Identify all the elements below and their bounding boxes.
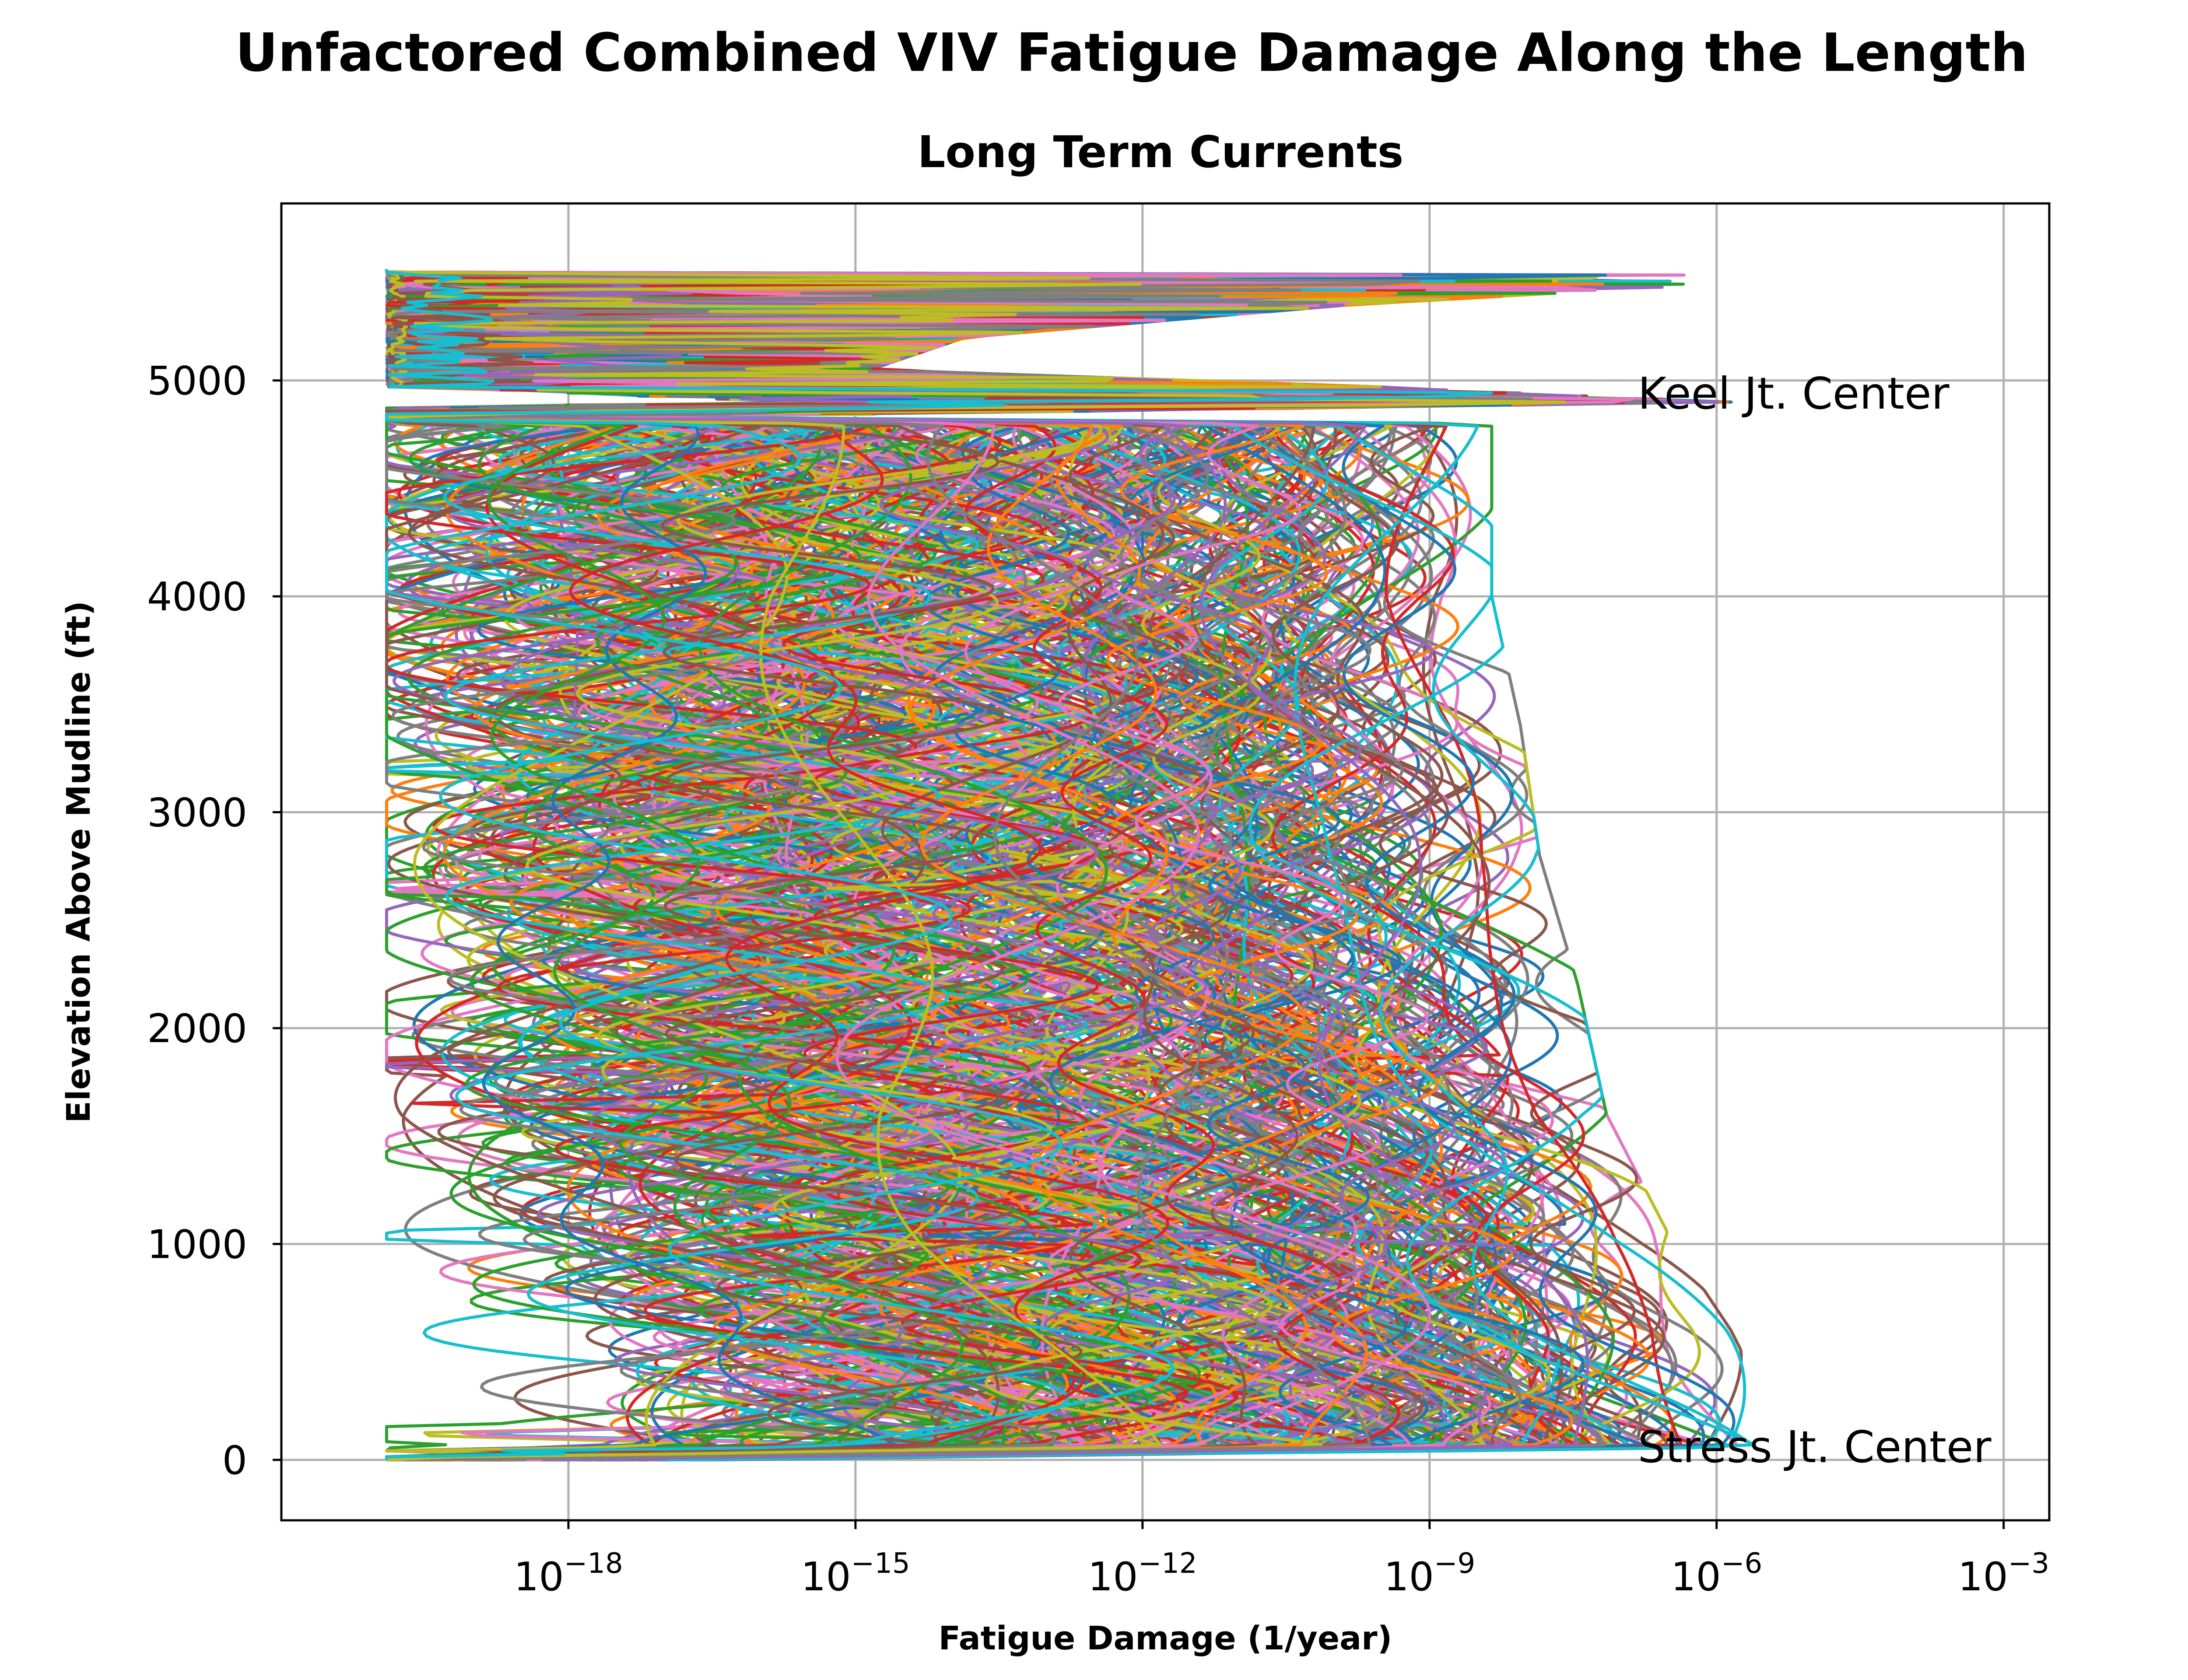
series-line-394 (385, 269, 1589, 1462)
series-line-372 (385, 269, 1534, 1462)
series-line-197 (385, 269, 1602, 1462)
series-line-384 (385, 269, 1720, 1462)
y-axis-label: Elevation Above Mudline (ft) (60, 601, 98, 1123)
series-line-396 (385, 269, 1549, 1462)
series-line-347 (385, 269, 1513, 1462)
data-series (385, 269, 1756, 1462)
series-line-368 (385, 269, 1534, 1462)
series-line-412 (385, 269, 1581, 1460)
series-line-395 (385, 269, 1424, 1462)
series-line-390 (385, 269, 1585, 1462)
chart-title: Unfactored Combined VIV Fatigue Damage A… (235, 23, 2028, 84)
series-line-413 (385, 269, 1625, 1462)
series-line-418 (385, 269, 1566, 1462)
series-line-363 (385, 269, 1683, 1462)
series-line-328 (385, 269, 1701, 1462)
series-line-305 (385, 269, 1669, 1462)
plot-frame (280, 202, 2051, 1522)
series-line-416 (385, 269, 1634, 1462)
series-line-334 (385, 269, 1421, 1462)
series-line-383 (385, 269, 1492, 1460)
series-line-398 (385, 269, 1602, 1460)
series-line-365 (385, 269, 1564, 1462)
x-axis-label: Fatigue Damage (1/year) (939, 1620, 1392, 1657)
series-line-415 (385, 269, 1609, 1462)
series-line-15 (385, 269, 1743, 1462)
series-line-393 (385, 269, 1281, 1462)
chart-subtitle: Long Term Currents (918, 126, 1404, 178)
y-tick-label-5: 5000 (147, 358, 247, 404)
series-line-329 (385, 269, 1496, 1462)
series-line-402 (385, 269, 1557, 1462)
series-line-408 (385, 269, 1381, 1462)
series-line-407 (385, 269, 1544, 1460)
annotation-keel-jt-center: Keel Jt. Center (1638, 368, 1950, 419)
series-line-294 (385, 269, 1482, 1460)
series-line-403 (385, 269, 1400, 1462)
series-line-387 (385, 269, 1638, 1462)
series-line-410 (385, 269, 1607, 1460)
series-line-392 (385, 269, 1425, 1460)
series-line-177 (385, 269, 1663, 1462)
series-line-397 (385, 269, 1657, 1462)
y-tick-label-3: 3000 (147, 790, 247, 836)
series-line-399 (385, 269, 1756, 1462)
series-line-371 (385, 269, 1510, 1460)
series-line-409 (385, 269, 1501, 1460)
series-line-400 (385, 269, 1436, 1462)
series-line-377 (385, 269, 1704, 1462)
series-line-364 (385, 269, 1432, 1460)
series-line-288 (385, 269, 1612, 1462)
y-tick-label-1: 1000 (147, 1222, 247, 1267)
series-line-380 (385, 269, 1736, 1462)
series-line-382 (385, 269, 1604, 1460)
series-line-375 (385, 269, 1433, 1460)
series-line-285 (385, 269, 1539, 1460)
series-line-312 (385, 269, 1608, 1462)
series-line-362 (385, 269, 1452, 1460)
series-line-224 (385, 269, 1434, 1462)
series-line-348 (385, 269, 1424, 1460)
series-line-411 (385, 269, 1420, 1462)
y-tick-label-4: 4000 (147, 574, 247, 620)
series-line-369 (385, 269, 1462, 1462)
series-line-389 (385, 269, 1754, 1462)
series-line-361 (385, 269, 1586, 1462)
y-tick-label-0: 0 (222, 1438, 247, 1484)
annotation-stress-jt-center: Stress Jt. Center (1638, 1421, 1992, 1473)
series-line-391 (385, 269, 1574, 1462)
series-line-419 (385, 269, 1493, 1460)
y-tick-label-2: 2000 (147, 1006, 247, 1052)
series-line-417 (385, 269, 1533, 1462)
series-line-406 (385, 269, 1491, 1462)
